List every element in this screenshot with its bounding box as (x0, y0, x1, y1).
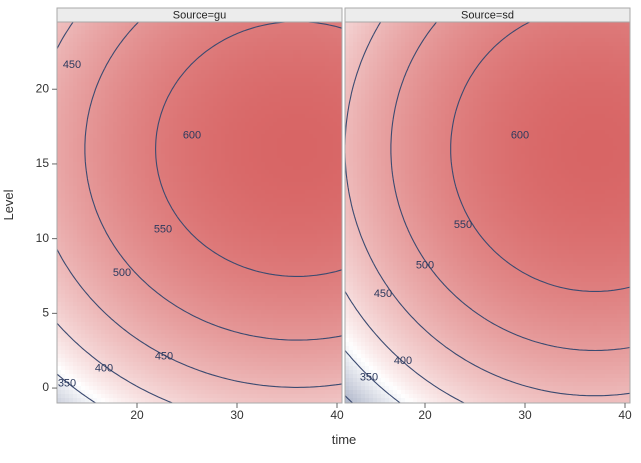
contour-label: 450 (374, 288, 392, 300)
contour-label: 450 (63, 59, 81, 71)
contour-label: 350 (360, 372, 378, 384)
contour-panel-1: 450 600 550 500 450 400 350 Source=gu (57, 8, 346, 407)
contour-label: 400 (394, 355, 412, 367)
contour-label: 400 (95, 363, 113, 375)
contour-label: 450 (155, 351, 173, 363)
heat-field (57, 22, 346, 407)
x-axis-label: time (332, 432, 357, 447)
contour-label: 350 (58, 377, 76, 389)
x-tick-label: 40 (330, 408, 344, 422)
contour-label: 500 (416, 259, 434, 271)
y-tick-label: 20 (36, 81, 50, 95)
y-axis-label: Level (1, 189, 16, 220)
heat-field (345, 22, 634, 407)
contour-label: 550 (154, 224, 172, 236)
contour-label: 600 (183, 129, 201, 141)
panel-title: Source=gu (173, 9, 227, 21)
x-tick-label: 20 (130, 408, 144, 422)
y-tick-label: 0 (42, 380, 49, 394)
x-tick-label: 20 (418, 408, 432, 422)
panel-title: Source=sd (461, 9, 514, 21)
y-tick-label: 5 (42, 306, 49, 320)
x-tick-label: 40 (618, 408, 632, 422)
contour-label: 550 (454, 219, 472, 231)
x-tick-label: 30 (230, 408, 244, 422)
y-tick-label: 10 (36, 231, 50, 245)
contour-label: 500 (113, 267, 131, 279)
contour-panel-2: 600 550 500 450 400 350 Source=sd (345, 8, 634, 407)
contour-label: 600 (511, 129, 529, 141)
x-tick-label: 30 (518, 408, 532, 422)
y-tick-label: 15 (36, 156, 50, 170)
